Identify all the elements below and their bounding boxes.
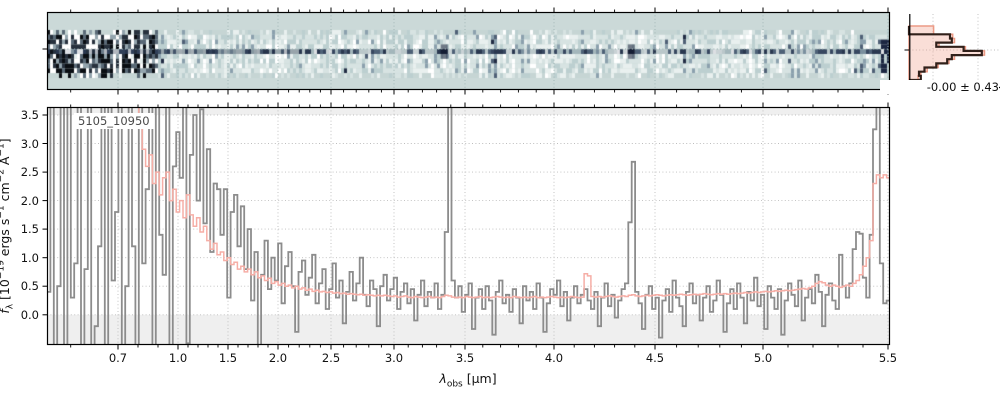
out-of-range-band-top — [47, 107, 890, 115]
x-tick-label: 5.0 — [753, 351, 773, 365]
histogram-clipped-pixels — [907, 26, 983, 82]
y-tick-label: 3.0 — [20, 136, 39, 151]
x-tick-label: 1.5 — [218, 351, 238, 365]
x-tick-label: 3.5 — [455, 351, 475, 365]
y-tick-label: 3.5 — [20, 107, 39, 122]
x-tick-label: 2.0 — [268, 351, 288, 365]
y-tick-label: 1.5 — [20, 222, 39, 237]
histogram-stats-label: -0.00 ± 0.43 — [880, 80, 999, 94]
spec1d-border — [46, 106, 891, 346]
y-tick-label: 0.0 — [20, 307, 39, 322]
x-tick-label: 2.5 — [321, 351, 341, 365]
y-tick-label: 2.5 — [20, 165, 39, 180]
spec2d-axes — [42, 7, 891, 95]
y-tick-label: 2.0 — [20, 193, 39, 208]
spec2d-image — [47, 12, 890, 90]
series-group — [47, 107, 890, 345]
x-tick-label: 4.0 — [544, 351, 564, 365]
x-axis-label: λobs [μm] — [439, 371, 497, 390]
spec2d-border — [46, 11, 891, 91]
flux-line — [47, 107, 890, 345]
x-tick-label: 0.7 — [108, 351, 128, 365]
y-tick-label: 0.5 — [20, 279, 39, 294]
y-tick-label: 1.0 — [20, 250, 39, 265]
object-id-label: 5105_10950 — [74, 113, 154, 129]
x-tick-label: 1.0 — [168, 351, 188, 365]
error-line — [138, 107, 890, 299]
x-tick-label: 4.5 — [645, 351, 665, 365]
histogram-axes — [904, 14, 1000, 89]
x-tick-label: 5.5 — [878, 351, 898, 365]
out-of-range-band-bottom — [47, 314, 890, 345]
x-tick-label: 3.0 — [384, 351, 404, 365]
spec1d-axes — [42, 102, 891, 350]
